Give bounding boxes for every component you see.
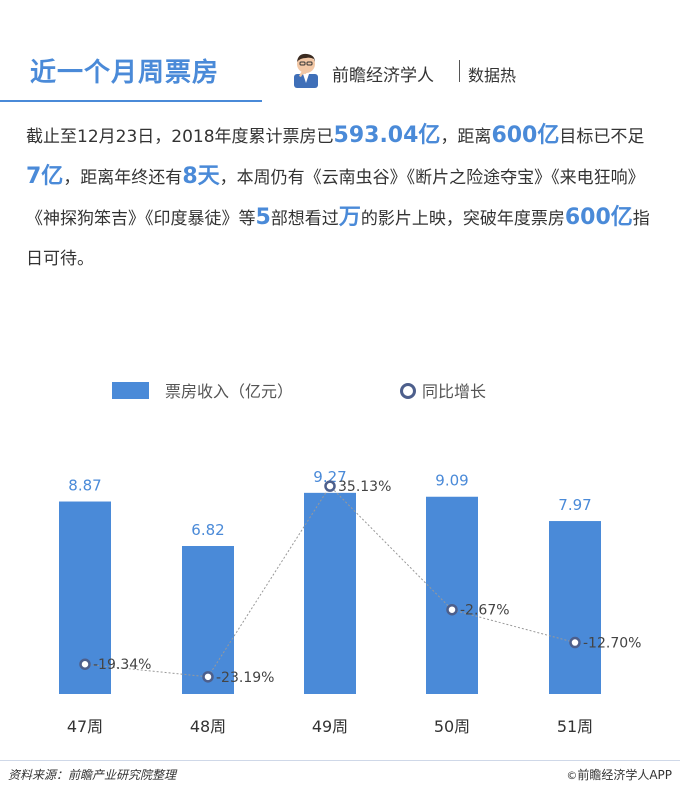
growth-point-4 (569, 636, 581, 649)
footer-brand: ©前瞻经济学人APP (566, 766, 672, 783)
page-title: 近一个月周票房 (30, 58, 220, 88)
para-text: 截止至12月23日，2018年度累计票房已 (26, 127, 334, 147)
title-underline (0, 100, 262, 102)
source-note: 资料来源：前瞻产业研究院整理 (8, 768, 177, 782)
bar-value-label: 9.27 (313, 468, 346, 486)
brand-name: 前瞻经济学人 (332, 66, 434, 86)
para-highlight: 8天 (182, 164, 220, 189)
box-office-chart: 8.87 6.82 9.27 9.09 7.97 -19.34% -23.19% 35.13%… (59, 468, 641, 736)
header: 近一个月周票房 前瞻经济学人 数据热 (0, 0, 680, 102)
summary-paragraph: 截止至12月23日，2018年度累计票房已593.04亿，距离600亿目标已不足… (26, 116, 656, 279)
legend-bar-swatch (112, 382, 149, 399)
legend-bar-label: 票房收入（亿元） (165, 382, 294, 401)
growth-point-3 (446, 603, 458, 616)
bar-value-label: 6.82 (191, 521, 224, 539)
para-text: 指日可待。 (26, 209, 650, 269)
thinker-avatar-icon (294, 53, 318, 88)
para-highlight: 600亿 (491, 123, 560, 148)
para-text: 的影片上映，突破年度票房 (360, 209, 565, 229)
para-text: ，距离 (440, 127, 492, 147)
x-tick-label: 48周 (190, 717, 226, 736)
x-tick-label: 47周 (67, 717, 103, 736)
growth-point-1 (202, 671, 214, 683)
growth-value-label: -12.70% (583, 636, 641, 652)
bar-value-label: 9.09 (435, 472, 468, 490)
bar-3 (426, 496, 478, 694)
bar-1 (182, 546, 234, 694)
para-highlight: 7亿 (26, 164, 64, 189)
bar-2 (304, 492, 356, 694)
copyright-icon: © (566, 769, 578, 782)
para-highlight: 600亿 (564, 205, 633, 230)
growth-value-label: 35.13% (338, 479, 391, 495)
brand-separator (459, 60, 460, 82)
para-text: ，距离年终还有 (63, 168, 183, 188)
x-tick-label: 49周 (312, 717, 348, 736)
legend-line-marker-icon (400, 383, 416, 399)
footer-brand-name: 前瞻经济学人APP (577, 768, 672, 782)
footer-divider (0, 760, 680, 761)
growth-point-0 (79, 658, 91, 670)
para-highlight: 5 (255, 205, 271, 230)
bar-value-label: 7.97 (558, 496, 591, 514)
brand-tag: 数据热 (468, 66, 517, 85)
para-highlight: 593.04亿 (333, 123, 441, 148)
growth-value-label: -2.67% (460, 603, 510, 619)
bar-value-label: 8.87 (68, 477, 101, 495)
x-tick-label: 51周 (557, 717, 593, 736)
para-text: 部想看过 (270, 209, 339, 229)
growth-value-label: -23.19% (216, 670, 274, 686)
growth-point-2 (324, 480, 336, 492)
growth-value-label: -19.34% (93, 657, 151, 673)
x-tick-label: 50周 (434, 717, 470, 736)
bar-4 (549, 521, 601, 694)
para-highlight: 万 (338, 205, 361, 230)
para-text: 目标已不足 (559, 127, 645, 147)
legend-line-label: 同比增长 (422, 382, 487, 401)
para-text: ，本周仍有《云南虫谷》《断片之险途夺宝》《来电狂响》《神探狗笨吉》《印度暴徒》等 (26, 168, 645, 229)
